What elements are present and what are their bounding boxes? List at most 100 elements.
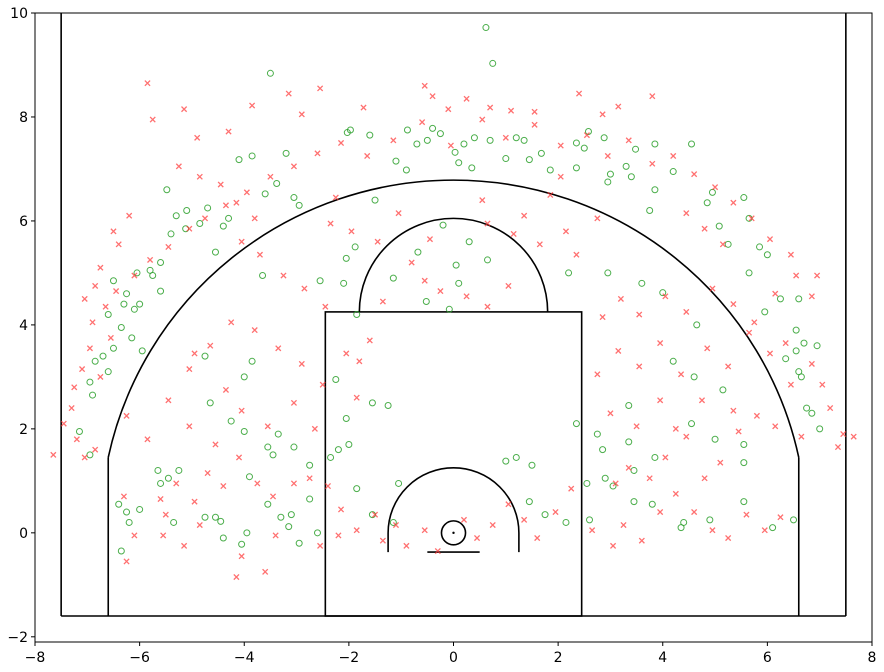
missed-shot-marker bbox=[212, 441, 219, 448]
made-shot-marker bbox=[104, 311, 112, 319]
x-tick-label: −8 bbox=[25, 650, 46, 666]
missed-shot-marker bbox=[317, 85, 324, 92]
missed-shot-marker bbox=[751, 319, 758, 326]
missed-shot-marker bbox=[748, 215, 755, 222]
missed-shot-marker bbox=[712, 184, 719, 191]
made-shot-marker bbox=[669, 168, 677, 176]
missed-shot-marker bbox=[186, 225, 193, 232]
missed-shot-marker bbox=[220, 482, 227, 490]
missed-shot-marker bbox=[487, 104, 494, 111]
made-shot-marker bbox=[274, 430, 282, 438]
missed-shot-marker bbox=[269, 493, 277, 500]
missed-shot-marker bbox=[583, 132, 590, 139]
missed-shot-marker bbox=[144, 436, 151, 443]
made-shot-marker bbox=[627, 173, 635, 181]
made-shot-marker bbox=[813, 342, 821, 350]
made-shot-marker bbox=[164, 474, 172, 482]
missed-shot-marker bbox=[317, 542, 324, 549]
missed-shot-marker bbox=[531, 121, 538, 128]
made-shot-marker bbox=[583, 479, 591, 487]
x-tick-label: −2 bbox=[339, 650, 360, 666]
missed-shot-marker bbox=[599, 314, 606, 321]
missed-shot-marker bbox=[620, 521, 627, 529]
made-shot-marker bbox=[638, 279, 646, 287]
missed-shot-marker bbox=[447, 142, 454, 149]
missed-shot-marker bbox=[850, 433, 857, 440]
made-shot-marker bbox=[240, 427, 248, 435]
missed-shot-marker bbox=[68, 405, 75, 412]
missed-shot-marker bbox=[814, 272, 821, 279]
missed-shot-marker bbox=[123, 412, 130, 419]
x-tick-label: 4 bbox=[658, 650, 667, 666]
made-shot-marker bbox=[763, 251, 771, 259]
made-shot-marker bbox=[719, 386, 727, 394]
missed-shot-marker bbox=[191, 350, 198, 357]
missed-shot-marker bbox=[772, 423, 779, 430]
missed-shot-marker bbox=[290, 399, 298, 406]
missed-shot-marker bbox=[254, 480, 261, 487]
missed-shot-marker bbox=[683, 308, 690, 315]
missed-shot-marker bbox=[463, 293, 470, 300]
made-shot-marker bbox=[86, 378, 94, 386]
made-shot-marker bbox=[512, 134, 520, 142]
missed-shot-marker bbox=[217, 181, 224, 188]
made-shot-marker bbox=[219, 222, 227, 230]
missed-shot-marker bbox=[408, 259, 415, 266]
missed-shot-marker bbox=[264, 423, 271, 430]
missed-shot-marker bbox=[337, 139, 345, 147]
missed-shot-marker bbox=[787, 381, 794, 388]
missed-shot-marker bbox=[335, 532, 342, 539]
made-shot-marker bbox=[157, 259, 165, 267]
made-shot-marker bbox=[651, 453, 659, 461]
missed-shot-marker bbox=[426, 236, 434, 243]
made-shot-marker bbox=[204, 204, 212, 212]
made-shot-marker bbox=[403, 126, 411, 134]
missed-shot-marker bbox=[594, 371, 601, 378]
y-tick-label: 10 bbox=[10, 6, 28, 22]
missed-shot-marker bbox=[704, 345, 711, 352]
missed-shot-marker bbox=[615, 347, 622, 354]
missed-shot-marker bbox=[677, 371, 685, 378]
made-shot-marker bbox=[724, 240, 732, 248]
made-shot-marker bbox=[172, 212, 180, 220]
made-shot-marker bbox=[606, 170, 614, 178]
missed-shot-marker bbox=[332, 194, 339, 201]
missed-shot-marker bbox=[662, 293, 669, 300]
made-shot-marker bbox=[285, 523, 293, 531]
made-shots bbox=[75, 24, 824, 555]
missed-shot-marker bbox=[131, 532, 138, 539]
made-shot-marker bbox=[468, 164, 476, 172]
missed-shot-marker bbox=[819, 381, 826, 388]
missed-shot-marker bbox=[484, 303, 491, 310]
missed-shot-marker bbox=[615, 103, 622, 110]
made-shot-marker bbox=[632, 145, 640, 153]
three-point-arc bbox=[107, 179, 800, 458]
made-shot-marker bbox=[782, 355, 790, 363]
made-shot-marker bbox=[482, 24, 490, 32]
made-shot-marker bbox=[609, 482, 617, 490]
missed-shot-marker bbox=[243, 189, 250, 196]
missed-shot-marker bbox=[204, 469, 211, 477]
made-shot-marker bbox=[123, 508, 131, 516]
made-shot-marker bbox=[295, 201, 303, 209]
made-shot-marker bbox=[332, 375, 340, 383]
hoop-ring bbox=[440, 520, 467, 546]
missed-shot-marker bbox=[510, 230, 517, 237]
missed-shot-marker bbox=[575, 90, 583, 97]
made-shot-marker bbox=[452, 261, 460, 269]
made-shot-marker bbox=[240, 373, 248, 381]
missed-shot-marker bbox=[160, 532, 167, 539]
missed-shot-marker bbox=[110, 228, 117, 235]
made-shot-marker bbox=[546, 166, 554, 174]
made-shot-marker bbox=[157, 287, 165, 295]
missed-shot-marker bbox=[186, 423, 193, 430]
made-shot-marker bbox=[245, 473, 253, 481]
made-shot-marker bbox=[465, 238, 473, 246]
made-shot-marker bbox=[154, 466, 162, 474]
made-shot-marker bbox=[688, 140, 696, 148]
missed-shot-marker bbox=[196, 173, 203, 180]
made-shot-marker bbox=[366, 131, 374, 139]
made-shot-marker bbox=[586, 516, 594, 524]
made-shot-marker bbox=[99, 352, 107, 360]
missed-shot-marker bbox=[157, 495, 164, 503]
